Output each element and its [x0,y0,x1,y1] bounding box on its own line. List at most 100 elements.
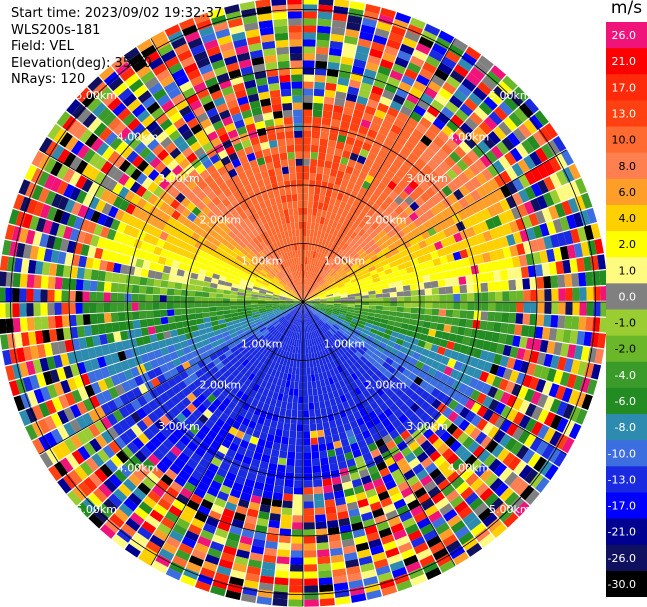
velocity-gate [317,436,326,445]
velocity-gate [303,186,309,194]
velocity-gate [272,492,283,501]
velocity-gate [430,315,439,323]
velocity-gate [364,105,377,116]
velocity-gate [317,549,330,558]
velocity-gate [415,42,431,55]
velocity-gate [314,266,319,274]
velocity-gate [450,269,459,278]
velocity-gate [76,401,88,415]
velocity-gate [112,422,125,436]
velocity-gate [151,560,168,574]
velocity-gate [362,243,371,252]
velocity-gate [321,209,327,218]
velocity-gate [352,199,361,209]
velocity-gate [421,29,438,43]
velocity-gate [466,310,475,320]
velocity-gate [232,562,247,573]
velocity-gate [346,328,355,334]
velocity-gate [336,317,345,323]
velocity-gate [403,185,414,196]
velocity-gate [288,366,293,375]
velocity-gate [515,372,527,386]
velocity-gate [541,207,553,222]
velocity-gate [424,288,433,296]
velocity-gate [216,314,225,321]
velocity-gate [385,509,399,521]
velocity-gate [312,208,318,216]
velocity-gate [544,288,552,301]
velocity-gate [393,529,407,541]
velocity-gate [472,223,483,235]
velocity-gate [280,318,287,324]
velocity-gate [245,426,255,436]
velocity-gate [464,180,476,193]
velocity-gate [165,567,182,581]
velocity-gate [255,332,263,340]
velocity-gate [393,239,403,248]
velocity-gate [396,286,404,292]
velocity-gate [252,359,261,367]
velocity-gate [266,359,273,368]
velocity-gate [419,411,431,423]
velocity-gate [165,388,176,399]
velocity-gate [288,315,294,323]
velocity-gate [242,326,251,333]
velocity-gate [329,345,336,354]
velocity-gate [239,535,253,546]
velocity-gate [345,283,353,288]
velocity-gate [318,269,324,276]
velocity-gate [375,565,391,576]
velocity-gate [62,327,72,340]
velocity-gate [91,453,105,468]
velocity-gate [143,428,155,441]
velocity-gate [98,503,114,519]
velocity-gate [542,160,556,176]
velocity-gate [325,265,332,273]
velocity-gate [248,465,259,475]
velocity-gate [288,585,303,593]
velocity-gate [330,547,343,557]
velocity-gate [318,260,324,269]
velocity-gate [207,462,219,474]
velocity-gate [384,328,393,336]
velocity-gate [239,281,247,287]
velocity-gate [210,278,219,284]
velocity-gate [254,351,262,359]
velocity-gate [353,208,362,217]
velocity-gate [336,424,346,434]
velocity-gate [409,111,423,123]
velocity-gate [435,380,446,391]
velocity-gate [473,61,490,76]
velocity-gate [344,318,352,323]
velocity-gate [409,201,420,212]
velocity-gate [317,11,333,20]
velocity-gate [306,367,311,376]
velocity-gate [329,40,344,50]
velocity-gate [498,507,514,523]
velocity-gate [119,432,132,446]
velocity-gate [222,397,232,407]
velocity-gate [13,332,23,348]
velocity-gate [106,332,115,344]
velocity-gate [583,256,593,272]
velocity-gate [569,406,581,422]
velocity-gate [319,138,329,147]
velocity-gate [479,154,493,168]
velocity-gate [303,368,307,376]
velocity-gate [494,312,503,323]
velocity-gate [322,478,333,487]
velocity-gate [196,318,205,325]
velocity-gate [295,459,303,467]
velocity-gate [424,175,436,187]
velocity-gate [200,333,209,341]
velocity-gate [262,447,272,456]
velocity-gate [486,518,503,533]
velocity-gate [18,362,29,378]
velocity-gate [195,463,207,475]
velocity-gate [150,436,162,449]
velocity-gate [405,561,422,573]
velocity-gate [172,357,182,368]
velocity-gate [259,431,268,441]
velocity-gate [493,429,506,444]
velocity-gate [300,318,303,326]
